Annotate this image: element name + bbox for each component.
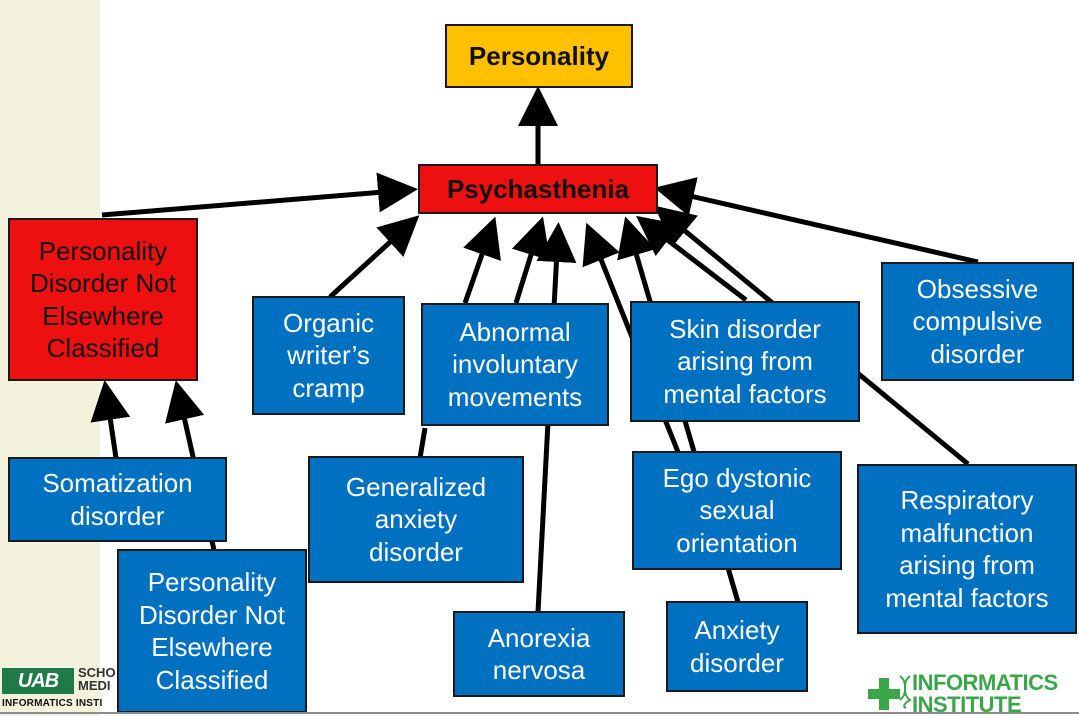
uab-logo-institute-text: INFORMATICS INSTI <box>2 698 103 709</box>
node-obsessive-compulsive: Obsessive compulsive disorder <box>881 262 1074 381</box>
edge-skin-psych <box>636 215 748 302</box>
node-skin-disorder: Skin disorder arising from mental factor… <box>630 301 860 422</box>
node-personality-disorder-nec-left: Personality Disorder Not Elsewhere Class… <box>8 218 198 381</box>
uab-logo-school-text: SCHO MEDI <box>78 665 116 693</box>
node-psychasthenia: Psychasthenia <box>418 164 658 214</box>
informatics-institute-logo: INFORMATICS INSTITUTE <box>868 670 1073 717</box>
node-anxiety-disorder: Anxiety disorder <box>666 601 808 692</box>
node-personality-disorder-nec-bottom: Personality Disorder Not Elsewhere Class… <box>117 549 307 713</box>
informatics-logo-line2: INSTITUTE <box>912 692 1022 717</box>
node-respiratory-malfunction: Respiratory malfunction arising from men… <box>857 464 1077 634</box>
node-personality: Personality <box>445 24 633 88</box>
plus-icon <box>868 678 900 710</box>
footer-divider <box>0 712 1079 714</box>
node-generalized-anxiety-label: Generalized anxiety disorder <box>345 471 487 567</box>
node-abnormal-involuntary-movements-label: Abnormal involuntary movements <box>447 316 583 412</box>
node-somatization-label: Somatization disorder <box>42 468 193 531</box>
dna-helix-icon <box>899 675 912 709</box>
node-abnormal-involuntary-movements: Abnormal involuntary movements <box>421 303 609 426</box>
edge-somatization-pdnec <box>90 380 131 459</box>
informatics-logo-line1: INFORMATICS <box>912 670 1058 695</box>
edge-abnormal-psych-2 <box>511 216 551 304</box>
node-somatization: Somatization disorder <box>8 457 227 542</box>
node-generalized-anxiety: Generalized anxiety disorder <box>308 456 524 583</box>
node-anxiety-disorder-label: Anxiety disorder <box>690 615 784 678</box>
node-skin-disorder-label: Skin disorder arising from mental factor… <box>663 313 827 409</box>
edge-abnormal-psych-1 <box>462 216 501 304</box>
edge-organic-psych <box>328 215 420 299</box>
node-organic-writers-cramp-label: Organic writer’s cramp <box>282 307 375 403</box>
node-personality-disorder-nec-left-label: Personality Disorder Not Elsewhere Class… <box>30 235 176 364</box>
node-ego-dystonic-label: Ego dystonic sexual orientation <box>662 462 812 558</box>
node-personality-disorder-nec-bottom-label: Personality Disorder Not Elsewhere Class… <box>139 567 285 695</box>
node-organic-writers-cramp: Organic writer’s cramp <box>252 296 405 415</box>
node-respiratory-malfunction-label: Respiratory malfunction arising from men… <box>885 485 1049 613</box>
node-anorexia-nervosa-label: Anorexia nervosa <box>487 622 591 686</box>
edge-pdnec-psych <box>101 172 418 218</box>
node-ego-dystonic: Ego dystonic sexual orientation <box>632 451 842 570</box>
uab-logo: UAB SCHO MEDI INFORMATICS INSTI <box>2 666 122 714</box>
node-anorexia-nervosa: Anorexia nervosa <box>453 611 625 697</box>
uab-logo-mark: UAB <box>2 668 74 694</box>
node-obsessive-compulsive-label: Obsessive compulsive disorder <box>912 273 1043 369</box>
edge-generalized-psych <box>417 427 428 459</box>
node-psychasthenia-label: Psychasthenia <box>446 173 630 204</box>
edge-obsessive-psych <box>654 177 979 265</box>
node-personality-label: Personality <box>468 40 610 71</box>
